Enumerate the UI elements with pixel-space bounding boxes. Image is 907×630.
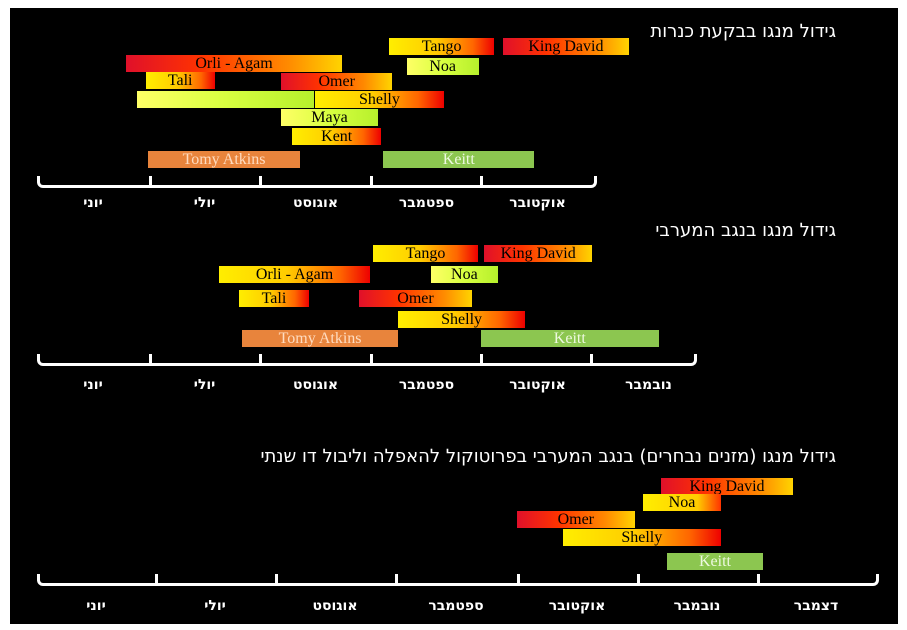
bar-noa: Noa: [431, 266, 498, 283]
month-label: אוקטובר: [509, 195, 566, 211]
month-label: ספטמבר: [428, 598, 484, 614]
bar-label: Shelly: [441, 310, 483, 328]
bar-label: King David: [528, 37, 604, 55]
bar-tango: Tango: [373, 244, 478, 262]
bar-noa: Noa: [406, 57, 479, 75]
bar-omer: Omer: [281, 72, 393, 90]
bar-label: Tomy Atkins: [278, 329, 362, 347]
bar-label: Omer: [318, 72, 355, 90]
chart-title: גידול מנגו (מזנים נבחרים) בנגב המערבי בפ…: [260, 446, 836, 467]
bar-maya: Maya: [281, 109, 378, 126]
bar-tomy-atkins: Tomy Atkins: [242, 329, 398, 347]
month-label: יולי: [204, 598, 226, 614]
month-label: ספטמבר: [398, 377, 455, 393]
month-label: יוני: [86, 598, 106, 614]
bar-tali: Tali: [239, 290, 309, 307]
bar-label: Noa: [451, 265, 478, 283]
month-label: יוני: [83, 377, 103, 393]
bar-label: Keitt: [699, 552, 731, 570]
bar-unlabeled: [136, 91, 315, 108]
month-label: נובמבר: [625, 377, 672, 393]
bar-label: Shelly: [621, 528, 663, 546]
bar-keitt: Keitt: [383, 150, 535, 168]
bar-label: Shelly: [358, 90, 400, 108]
month-label: נובמבר: [673, 598, 721, 614]
bar-label: Keitt: [442, 150, 475, 168]
month-axis: [37, 574, 879, 586]
bar-label: Keitt: [553, 329, 586, 347]
bar-label: Tomy Atkins: [182, 150, 266, 168]
month-label: אוגוסט: [292, 377, 339, 393]
bar-shelly: Shelly: [314, 90, 445, 108]
bar-noa: Noa: [643, 494, 721, 511]
bar-orli-agam: Orli - Agam: [125, 54, 343, 72]
bar-keitt: Keitt: [667, 553, 763, 570]
bar-label: Tali: [167, 71, 193, 89]
bar-label: Tango: [421, 37, 462, 55]
bar-tali: Tali: [145, 71, 215, 89]
month-label: אוגוסט: [292, 195, 339, 211]
month-axis: [37, 176, 597, 188]
chart-title: גידול מנגו בבקעת כנרות: [650, 21, 836, 42]
bar-label: Tali: [261, 289, 287, 307]
chart-title: גידול מנגו בנגב המערבי: [655, 220, 836, 241]
month-label: יולי: [193, 377, 216, 393]
chart-frame: גידול מנגו בבקעת כנרות Tango King David Or…: [10, 8, 898, 624]
bar-tomy-atkins: Tomy Atkins: [148, 150, 301, 168]
bar-label: King David: [500, 244, 576, 262]
month-label: אוקטובר: [548, 598, 606, 614]
bar-omer: Omer: [517, 511, 635, 528]
bar-label: Kent: [321, 127, 353, 145]
month-label: ספטמבר: [398, 195, 455, 211]
bar-omer: Omer: [358, 289, 473, 307]
bar-label: Omer: [397, 289, 434, 307]
bar-label: Orli - Agam: [255, 265, 334, 283]
month-label: יוני: [83, 195, 103, 211]
bar-label: King David: [689, 477, 765, 495]
month-label: אוקטובר: [509, 377, 566, 393]
bar-tango: Tango: [388, 37, 495, 55]
bar-kent: Kent: [292, 127, 382, 145]
bar-king-david: King David: [661, 478, 793, 495]
bar-orli-agam: Orli - Agam: [219, 266, 370, 283]
bar-label: Noa: [429, 57, 457, 75]
month-label: אוגוסט: [312, 598, 358, 614]
bar-label: Tango: [405, 244, 446, 262]
bar-label: Noa: [668, 493, 696, 511]
bar-label: Orli - Agam: [195, 54, 273, 72]
bar-shelly: Shelly: [562, 528, 721, 546]
bar-king-david: King David: [503, 37, 629, 55]
bar-shelly: Shelly: [397, 310, 526, 328]
bar-keitt: Keitt: [481, 330, 659, 347]
bar-king-david: King David: [484, 245, 592, 262]
month-label: יולי: [193, 195, 216, 211]
month-label: דצמבר: [793, 598, 839, 614]
month-axis: [37, 354, 697, 366]
bar-label: Maya: [311, 108, 348, 126]
bar-label: Omer: [557, 510, 595, 528]
